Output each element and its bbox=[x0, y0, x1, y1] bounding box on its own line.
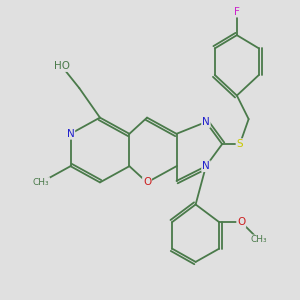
Text: N: N bbox=[67, 129, 74, 139]
Text: CH₃: CH₃ bbox=[33, 178, 50, 187]
Text: F: F bbox=[234, 7, 240, 16]
Text: HO: HO bbox=[54, 61, 70, 71]
Text: O: O bbox=[143, 177, 151, 188]
Text: CH₃: CH₃ bbox=[250, 235, 267, 244]
Text: N: N bbox=[202, 161, 210, 171]
Text: N: N bbox=[202, 117, 210, 127]
Text: O: O bbox=[237, 217, 245, 227]
Text: S: S bbox=[236, 139, 243, 149]
